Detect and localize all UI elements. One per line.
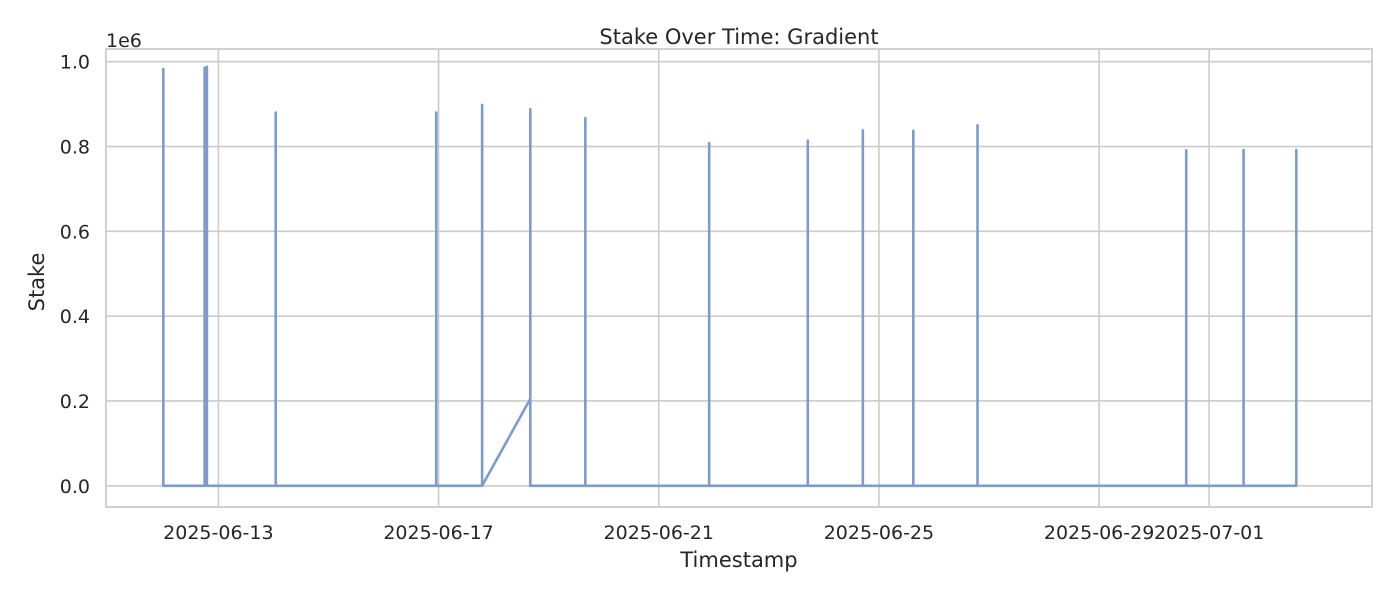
data-point: [708, 142, 711, 145]
data-point: [203, 484, 206, 487]
data-point: [912, 484, 915, 487]
data-point: [481, 484, 484, 487]
x-tick-label: 2025-06-21: [604, 522, 714, 544]
data-point: [861, 484, 864, 487]
chart-title: Stake Over Time: Gradient: [599, 25, 878, 49]
data-point: [435, 111, 438, 114]
data-point: [1242, 148, 1245, 151]
data-point: [1295, 484, 1298, 487]
y-axis-offset-label: 1e6: [106, 30, 142, 52]
y-tick-label: 0.8: [60, 137, 90, 159]
data-point: [205, 65, 208, 68]
data-point: [162, 484, 165, 487]
data-point: [806, 139, 809, 142]
x-tick-label: 2025-06-25: [824, 522, 934, 544]
data-point: [1242, 484, 1245, 487]
data-point: [1185, 149, 1188, 152]
data-point: [162, 67, 165, 70]
data-point: [912, 129, 915, 132]
x-tick-labels: 2025-06-13 2025-06-17 2025-06-21 2025-06-25…: [163, 522, 1264, 544]
series-layer: [162, 65, 1298, 488]
x-tick-label: 2025-06-29: [1044, 522, 1154, 544]
data-point: [708, 484, 711, 487]
data-point: [481, 103, 484, 106]
y-tick-labels: 0.0 0.2 0.4 0.6 0.8 1.0: [60, 52, 90, 498]
x-tick-label: 2025-06-13: [163, 522, 273, 544]
data-point: [584, 117, 587, 120]
y-tick-label: 1.0: [60, 52, 90, 74]
data-point: [274, 111, 277, 114]
plot-frame: [105, 48, 1373, 508]
data-point: [584, 484, 587, 487]
data-point: [529, 484, 532, 487]
x-tick-label: 2025-07-01: [1154, 522, 1264, 544]
x-tick-label: 2025-06-17: [383, 522, 493, 544]
series-line: [162, 65, 1298, 488]
data-point: [529, 108, 532, 111]
data-point: [976, 484, 979, 487]
data-point: [806, 484, 809, 487]
data-point: [861, 129, 864, 132]
data-point: [435, 484, 438, 487]
data-point: [205, 484, 208, 487]
y-tick-label: 0.0: [60, 476, 90, 498]
x-axis-label: Timestamp: [679, 548, 797, 572]
data-point: [976, 124, 979, 127]
data-point: [1295, 148, 1298, 151]
y-tick-label: 0.6: [60, 221, 90, 243]
data-point: [203, 66, 206, 69]
y-tick-label: 0.2: [60, 391, 90, 413]
data-point: [1185, 484, 1188, 487]
y-axis-label: Stake: [25, 253, 49, 312]
data-point: [274, 484, 277, 487]
data-point: [529, 397, 532, 400]
y-tick-label: 0.4: [60, 306, 90, 328]
